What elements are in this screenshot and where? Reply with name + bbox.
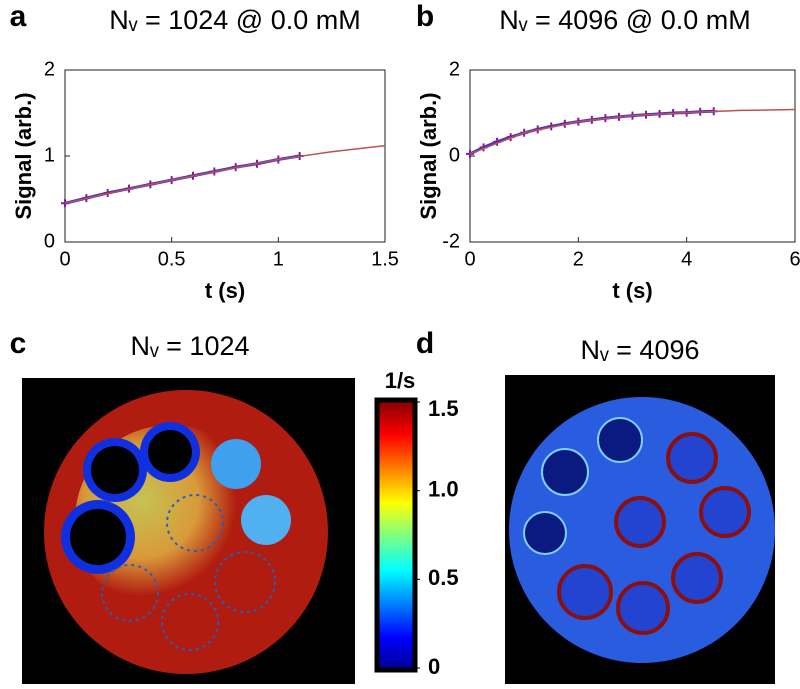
y-tick-label: 0	[449, 144, 460, 166]
colorbar-tick-label: 0	[428, 654, 440, 679]
panel-letter: a	[10, 0, 27, 33]
x-axis-label: t (s)	[612, 278, 652, 303]
y-tick-label: 1	[44, 144, 55, 166]
x-tick-label: 0	[464, 248, 475, 270]
y-tick-label: 2	[449, 58, 460, 80]
x-tick-label: 0	[59, 248, 70, 270]
panel-title: Nᵥ = 1024	[130, 331, 249, 361]
image-d	[505, 375, 775, 684]
x-tick-label: 4	[681, 248, 692, 270]
x-tick-label: 1.5	[371, 248, 399, 270]
panel-title: Nᵥ = 4096 @ 0.0 mM	[499, 5, 750, 35]
y-tick-label: 0	[44, 230, 55, 252]
x-tick-label: 2	[573, 248, 584, 270]
fit-line	[469, 108, 796, 155]
colorbar	[374, 397, 418, 673]
y-tick-label: -2	[442, 230, 460, 252]
x-axis-label: t (s)	[205, 278, 245, 303]
panel-letter: c	[10, 327, 27, 360]
colorbar-tick-label: 0.5	[428, 565, 459, 590]
panel-title: Nᵥ = 1024 @ 0.0 mM	[109, 5, 360, 35]
colorbar-tick-label: 1.0	[428, 476, 459, 501]
panel-letter: d	[416, 327, 434, 360]
image-c	[22, 378, 355, 684]
panel-title: Nᵥ = 4096	[580, 335, 699, 365]
y-axis-label: Signal (arb.)	[416, 92, 441, 219]
colorbar-label: 1/s	[385, 368, 416, 393]
y-tick-label: 2	[44, 58, 55, 80]
x-tick-label: 0.5	[158, 248, 186, 270]
fit-line	[64, 144, 386, 205]
x-tick-label: 6	[789, 248, 800, 270]
plot-area	[64, 69, 386, 243]
plot-area	[469, 69, 796, 243]
y-axis-label: Signal (arb.)	[11, 92, 36, 219]
colorbar-tick-label: 1.5	[428, 396, 459, 421]
panel-letter: b	[416, 0, 434, 33]
x-tick-label: 1	[273, 248, 284, 270]
